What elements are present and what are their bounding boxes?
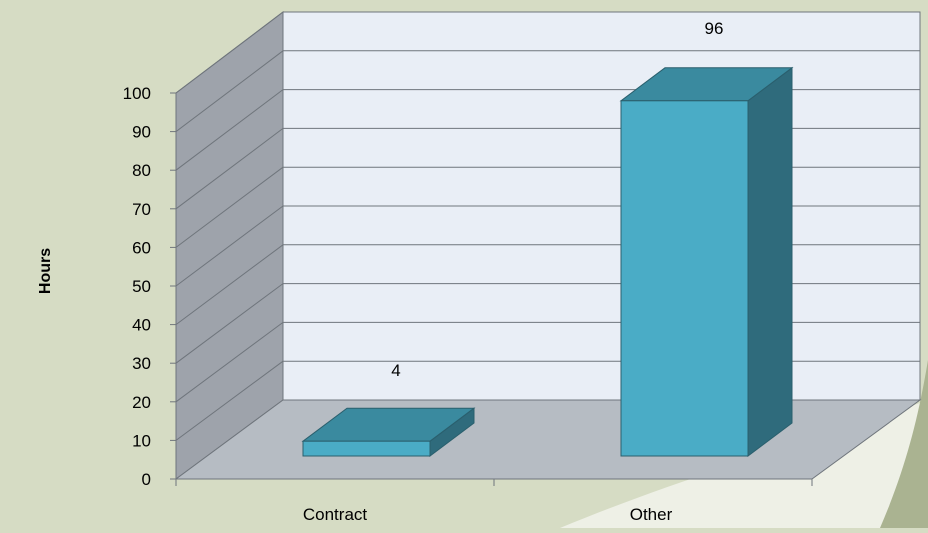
y-tick-label: 10 xyxy=(132,431,151,450)
gridline-side xyxy=(175,11,284,94)
data-label: 4 xyxy=(391,361,400,380)
gridline-side xyxy=(175,321,284,403)
gridline-side xyxy=(175,360,284,441)
data-label: 96 xyxy=(705,19,724,38)
category-label: Other xyxy=(630,505,673,524)
category-labels: Contract Other xyxy=(303,505,673,524)
background-swoosh-edge xyxy=(880,360,928,528)
gridline-side xyxy=(175,50,284,132)
y-tick-label: 80 xyxy=(132,161,151,180)
y-tick-label: 70 xyxy=(132,200,151,219)
bar-other xyxy=(619,66,794,457)
data-labels: 4 96 xyxy=(391,19,723,380)
y-tick-label: 20 xyxy=(132,393,151,412)
gridline-side xyxy=(175,128,284,210)
floor xyxy=(174,399,922,480)
gridline-side xyxy=(175,205,284,287)
bar-front xyxy=(620,100,749,457)
bar-contract xyxy=(301,407,476,457)
gridline-side xyxy=(175,244,284,326)
y-axis-ticks: 0 10 20 30 40 50 60 70 80 90 100 xyxy=(123,84,176,489)
category-label: Contract xyxy=(303,505,368,524)
y-tick-label: 90 xyxy=(132,123,151,142)
gridlines xyxy=(175,11,920,441)
gridline-side xyxy=(175,89,284,171)
y-axis-label: Hours xyxy=(37,248,54,294)
bar-side xyxy=(747,66,793,457)
bar-front xyxy=(302,440,431,457)
y-tick-label: 40 xyxy=(132,316,151,335)
y-tick-label: 50 xyxy=(132,277,151,296)
gridline-side xyxy=(175,166,284,248)
y-tick-label: 60 xyxy=(132,238,151,257)
y-tick-label: 30 xyxy=(132,354,151,373)
y-tick-label: 0 xyxy=(142,470,151,489)
y-tick-label: 100 xyxy=(123,84,151,103)
bars xyxy=(301,66,794,457)
gridline-side xyxy=(175,283,284,364)
